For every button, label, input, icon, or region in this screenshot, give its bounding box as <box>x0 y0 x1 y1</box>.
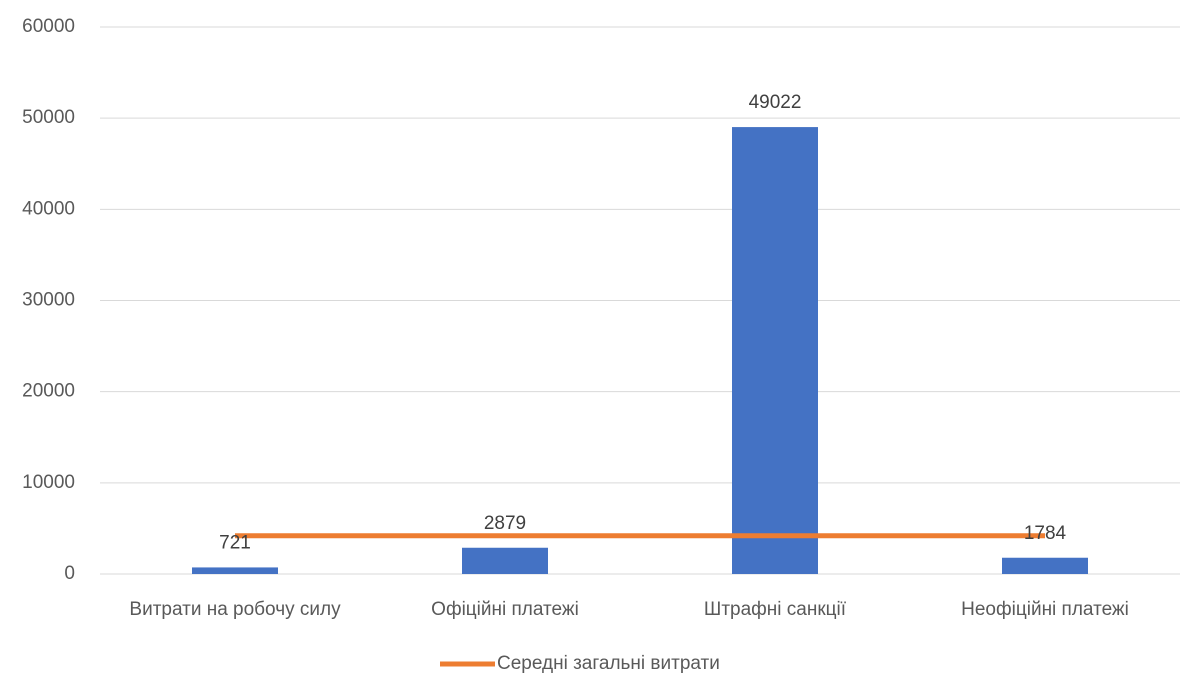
bar <box>732 127 818 574</box>
y-tick-label: 10000 <box>22 472 75 493</box>
x-tick-label: Офіційні платежі <box>431 599 579 620</box>
y-tick-label: 60000 <box>22 16 75 37</box>
x-tick-label: Витрати на робочу силу <box>129 599 341 620</box>
y-tick-label: 30000 <box>22 290 75 311</box>
data-label: 721 <box>219 532 251 553</box>
x-tick-label: Неофіційні платежі <box>961 599 1129 620</box>
y-tick-label: 20000 <box>22 381 75 402</box>
y-tick-label: 40000 <box>22 198 75 219</box>
data-label: 1784 <box>1024 523 1067 544</box>
data-label: 2879 <box>484 513 526 534</box>
y-tick-label: 50000 <box>22 107 75 128</box>
legend-label: Середні загальні витрати <box>497 653 720 674</box>
bar <box>192 567 278 574</box>
data-label: 49022 <box>749 92 802 113</box>
y-tick-label: 0 <box>64 563 75 584</box>
bar <box>462 547 548 574</box>
x-tick-label: Штрафні санкції <box>704 599 847 620</box>
bar <box>1002 557 1088 574</box>
